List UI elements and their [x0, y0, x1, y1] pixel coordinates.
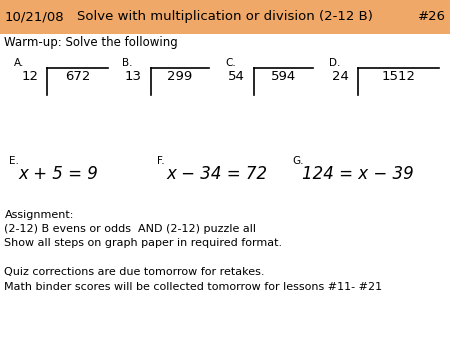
- Text: x − 34 = 72: x − 34 = 72: [166, 165, 268, 183]
- Text: 10/21/08: 10/21/08: [4, 10, 64, 23]
- Text: 1512: 1512: [381, 70, 415, 82]
- Text: C.: C.: [225, 57, 236, 68]
- Text: 672: 672: [65, 70, 90, 82]
- Text: E.: E.: [9, 155, 19, 166]
- Text: 24: 24: [332, 70, 349, 82]
- Text: 124 = x − 39: 124 = x − 39: [302, 165, 413, 183]
- Text: Solve with multiplication or division (2-12 B): Solve with multiplication or division (2…: [77, 10, 373, 23]
- Text: 12: 12: [21, 70, 38, 82]
- Text: B.: B.: [122, 57, 132, 68]
- Text: 594: 594: [271, 70, 296, 82]
- Text: D.: D.: [328, 57, 340, 68]
- Text: 299: 299: [167, 70, 193, 82]
- Bar: [0, 0, 450, 34]
- Text: Warm-up: Solve the following: Warm-up: Solve the following: [4, 36, 178, 49]
- Text: F.: F.: [158, 155, 165, 166]
- Text: G.: G.: [292, 155, 304, 166]
- Text: Assignment:
(2-12) B evens or odds  AND (2-12) puzzle all
Show all steps on grap: Assignment: (2-12) B evens or odds AND (…: [4, 210, 382, 292]
- Text: 54: 54: [229, 70, 245, 82]
- Text: 13: 13: [125, 70, 142, 82]
- Text: A.: A.: [14, 57, 24, 68]
- Text: x + 5 = 9: x + 5 = 9: [18, 165, 98, 183]
- Text: #26: #26: [418, 10, 446, 23]
